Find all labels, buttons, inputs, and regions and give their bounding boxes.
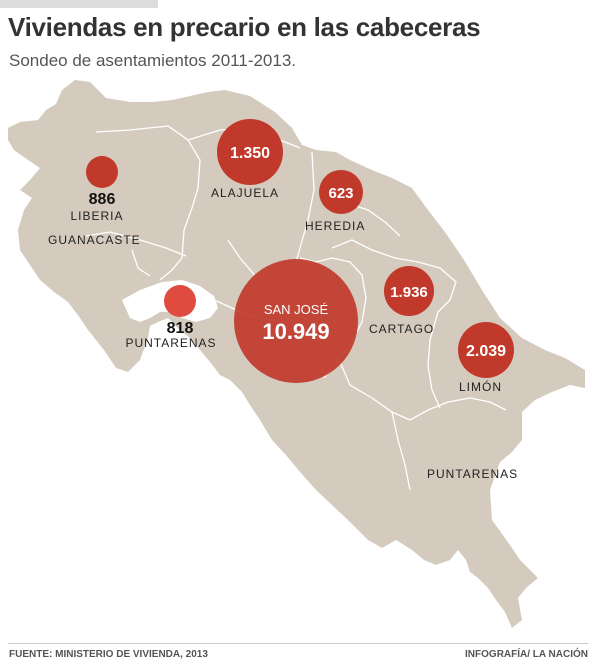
bubble-heredia: [319, 170, 363, 214]
value-san-jose: 10.949: [262, 319, 329, 344]
place-puntarenas-city: PUNTARENAS: [125, 336, 216, 350]
credit-note: INFOGRAFÍA/ LA NACIÓN: [465, 649, 588, 660]
value-limon: 2.039: [466, 343, 506, 360]
province-label-alajuela: ALAJUELA: [211, 186, 279, 200]
place-san-jose: SAN JOSÉ: [264, 302, 329, 317]
value-alajuela: 1.350: [230, 145, 270, 162]
bubble-puntarenas-city: [164, 285, 196, 317]
page-subtitle: Sondeo de asentamientos 2011-2013.: [9, 51, 297, 70]
bubble-limon: [458, 322, 514, 378]
province-label-cartago: CARTAGO: [369, 322, 434, 336]
value-puntarenas-city: 818: [167, 320, 194, 337]
value-heredia: 623: [328, 185, 353, 202]
place-liberia: LIBERIA: [70, 209, 123, 223]
province-label-guanacaste: GUANACASTE: [48, 233, 141, 247]
page-title: Viviendas en precario en las cabeceras: [8, 12, 481, 42]
value-cartago: 1.936: [390, 284, 428, 301]
province-label-heredia: HEREDIA: [305, 219, 365, 233]
bubble-liberia: [86, 156, 118, 188]
province-label-puntarenas: PUNTARENAS: [427, 467, 518, 481]
source-note: FUENTE: MINISTERIO DE VIVIENDA, 2013: [9, 649, 208, 660]
value-liberia: 886: [89, 191, 116, 208]
bubble-alajuela: [217, 119, 283, 185]
bubble-cartago: [384, 266, 434, 316]
footer-divider: [8, 643, 588, 644]
top-accent-bar: [0, 0, 158, 8]
province-label-limon: LIMÓN: [459, 379, 502, 394]
bubble-san-jose: [234, 259, 358, 383]
